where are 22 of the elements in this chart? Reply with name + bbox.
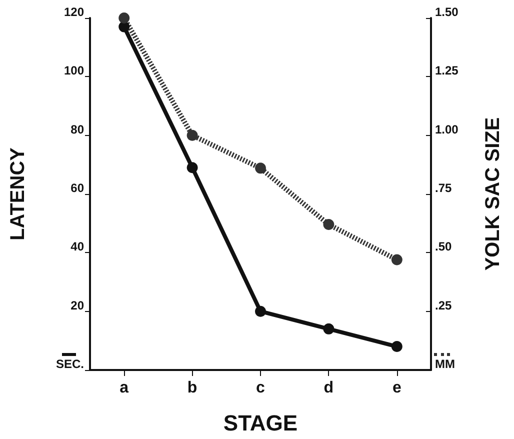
x-tick-label: b <box>187 380 198 396</box>
x-tick-label: c <box>256 380 266 396</box>
y-tick-label: 100 <box>64 64 84 78</box>
y-axis-title: LATENCY <box>7 146 29 240</box>
y2-tick-label: .75 <box>435 181 452 195</box>
y-tick-label: 60 <box>70 181 84 195</box>
y-tick-label: 80 <box>70 122 84 136</box>
y-tick-label: SEC. <box>56 357 84 371</box>
y2-tick-label: .50 <box>435 240 452 254</box>
y2-tick-label: MM <box>435 357 455 371</box>
y2-tick-label: 1.25 <box>435 64 459 78</box>
y-tick-label: 120 <box>64 5 84 19</box>
x-axis-title: STAGE <box>223 410 298 436</box>
y2-tick-label: .25 <box>435 298 452 312</box>
x-tick-label: a <box>120 380 129 396</box>
y2-axis-title: YOLK SAC SIZE <box>482 117 504 271</box>
y-tick-label: 40 <box>70 240 84 254</box>
x-tick-label: e <box>392 380 402 396</box>
y2-tick-label: 1.00 <box>435 122 459 136</box>
y2-tick-label: 1.50 <box>435 5 459 19</box>
x-tick-label: d <box>324 380 334 396</box>
y-tick-label: 20 <box>70 298 84 312</box>
